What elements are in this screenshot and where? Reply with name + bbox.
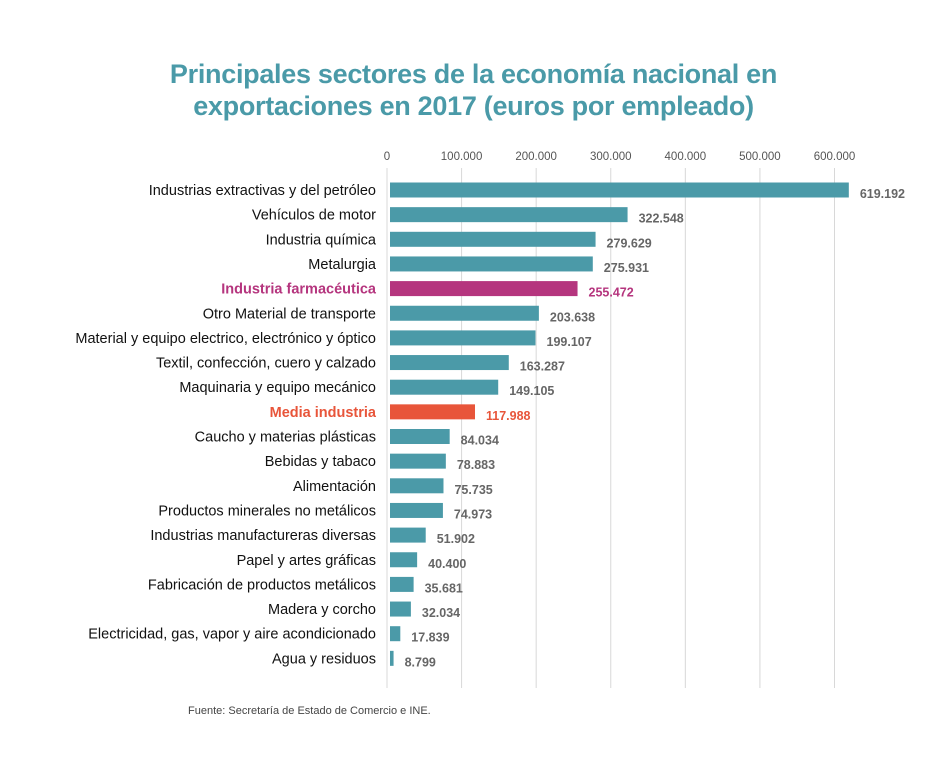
bar [390,330,536,346]
data-label: 275.931 [604,261,649,275]
data-label: 163.287 [520,360,565,374]
category-label: Maquinaria y equipo mecánico [179,380,376,396]
category-label: Bebidas y tabaco [265,454,376,470]
category-label: Electricidad, gas, vapor y aire acondici… [88,627,376,643]
x-tick-label: 400.000 [665,151,707,163]
chart-title-line-2: exportaciones en 2017 (euros por emplead… [193,91,754,121]
data-label: 51.902 [437,532,475,546]
x-tick-label: 0 [384,151,390,163]
category-label: Productos minerales no metálicos [158,503,376,519]
chart-title-line-1: Principales sectores de la economía naci… [169,59,778,89]
bar [390,207,628,223]
x-tick-label: 500.000 [739,151,781,163]
bar [390,281,578,297]
data-label: 322.548 [639,212,684,226]
bar [390,404,475,420]
category-label: Papel y artes gráficas [237,553,376,569]
category-label: Industria química [266,232,377,248]
category-label: Metalurgia [308,257,377,273]
category-label: Industrias extractivas y del petróleo [149,183,376,199]
bar [390,650,394,666]
data-label: 17.839 [411,631,449,645]
chart-title: Principales sectores de la economía naci… [0,58,947,122]
data-label: 35.681 [425,581,463,595]
source-note: Fuente: Secretaría de Estado de Comercio… [188,705,431,717]
data-label: 74.973 [454,507,492,521]
category-label: Industria farmacéutica [221,282,377,298]
bar [390,453,446,469]
bar [390,256,593,272]
bar [390,601,411,617]
data-label: 78.883 [457,458,495,472]
x-tick-label: 300.000 [590,151,632,163]
bar [390,379,499,395]
data-label: 203.638 [550,310,595,324]
bar [390,502,443,518]
category-label: Textil, confección, cuero y calzado [156,356,376,372]
data-label: 84.034 [461,434,499,448]
data-label: 8.799 [405,655,436,669]
data-label: 32.034 [422,606,460,620]
data-label: 619.192 [860,187,905,201]
bar [390,626,401,642]
bar [390,478,444,494]
category-label: Media industria [270,405,377,421]
category-label: Fabricación de productos metálicos [148,577,376,593]
category-label: Alimentación [293,479,376,495]
bar [390,527,426,543]
bar [390,429,450,444]
bar [390,231,596,247]
data-label: 199.107 [547,335,592,349]
bar [390,355,509,371]
bar [390,305,539,321]
category-label: Caucho y materias plásticas [195,430,376,446]
data-label: 40.400 [428,557,466,571]
data-label: 149.105 [509,384,554,398]
bar [390,182,849,198]
bar [390,576,414,592]
category-label: Otro Material de transporte [203,306,376,322]
data-label: 117.988 [486,409,531,423]
x-tick-label: 200.000 [515,151,557,163]
data-label: 255.472 [589,286,634,300]
category-label: Material y equipo electrico, electrónico… [75,331,376,347]
bar [390,552,418,568]
category-label: Vehículos de motor [252,208,376,224]
x-tick-label: 600.000 [814,151,856,163]
x-tick-label: 100.000 [441,151,483,163]
category-label: Madera y corcho [268,602,376,618]
category-label: Industrias manufactureras diversas [150,528,376,544]
category-label: Agua y residuos [272,651,376,667]
data-label: 75.735 [454,483,492,497]
data-label: 279.629 [607,236,652,250]
